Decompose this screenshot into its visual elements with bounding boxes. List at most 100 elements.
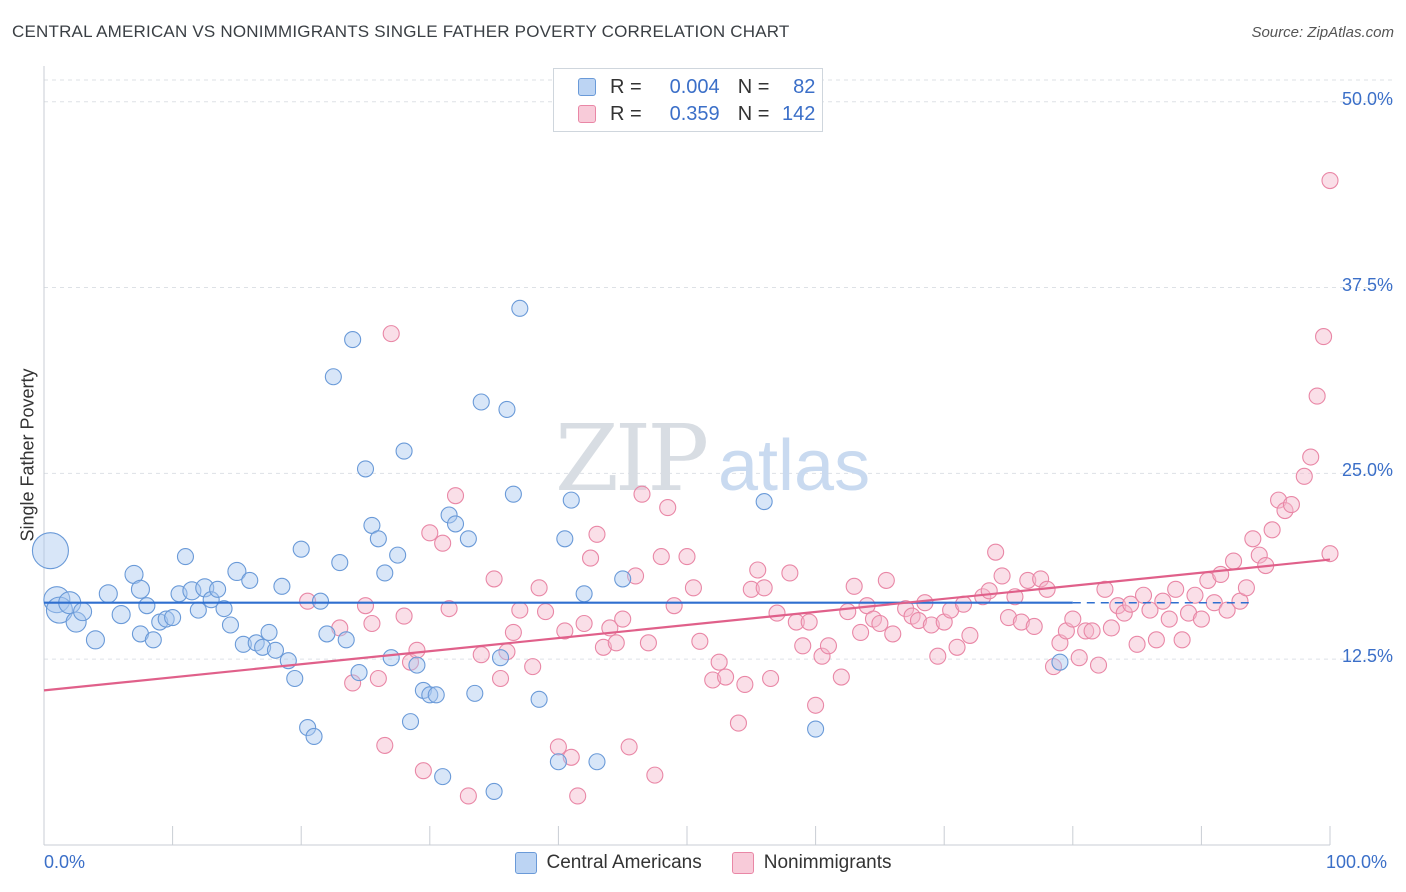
nonimmigrants-point <box>1186 586 1204 604</box>
central-americans-point <box>511 299 529 317</box>
nonimmigrants-point <box>800 613 818 631</box>
central-americans-point <box>130 579 150 599</box>
nonimmigrants-point <box>839 603 857 621</box>
nonimmigrants-point <box>530 579 548 597</box>
nonimmigrants-point <box>1128 635 1146 653</box>
central-americans-point <box>472 393 490 411</box>
y-tick-label: 12.5% <box>1341 646 1393 667</box>
central-americans-point <box>549 753 567 771</box>
nonimmigrants-point <box>1083 622 1101 640</box>
central-americans-point <box>459 530 477 548</box>
central-americans-point <box>588 753 606 771</box>
legend-row-central-americans: R = 0.004 N = 82 <box>578 74 815 100</box>
nonimmigrants-point <box>1225 552 1243 570</box>
nonimmigrants-point <box>344 674 362 692</box>
nonimmigrants-point <box>884 625 902 643</box>
central-americans-point <box>85 630 105 650</box>
legend-swatch-pink <box>731 852 754 874</box>
nonimmigrants-point <box>1032 570 1050 588</box>
legend-swatch-blue <box>514 852 537 874</box>
central-americans-point <box>227 561 247 582</box>
nonimmigrants-point <box>1321 545 1339 563</box>
central-americans-point <box>498 400 516 418</box>
nonimmigrants-point <box>356 597 375 615</box>
nonimmigrants-point <box>459 787 477 805</box>
nonimmigrants-point <box>954 595 973 613</box>
nonimmigrants-point <box>408 641 426 659</box>
central-americans-point <box>176 548 195 566</box>
watermark-zip: ZIP <box>555 405 706 512</box>
nonimmigrants-point <box>1122 595 1140 613</box>
nonimmigrants-point <box>1096 580 1114 598</box>
nonimmigrants-point <box>1025 617 1043 636</box>
nonimmigrants-point <box>536 603 555 621</box>
nonimmigrants-point <box>1212 565 1230 584</box>
legend-swatch-blue <box>578 78 596 96</box>
legend-row-nonimmigrants: R = 0.359 N = 142 <box>578 101 815 127</box>
nonimmigrants-point <box>742 580 760 598</box>
series-legend: Central Americans Nonimmigrants <box>0 852 1406 874</box>
central-americans-point <box>318 625 336 643</box>
nonimmigrants-point <box>440 600 458 618</box>
nonimmigrants-point <box>1115 604 1133 622</box>
central-americans-point <box>491 649 510 667</box>
central-americans-point <box>1051 653 1069 671</box>
nonimmigrants-point <box>575 614 593 633</box>
central-americans-point <box>234 635 252 653</box>
central-americans-point <box>562 491 580 509</box>
axes <box>43 66 1331 846</box>
nonimmigrants-point <box>414 762 432 780</box>
central-americans-point <box>98 584 118 604</box>
central-americans-point <box>254 638 272 656</box>
central-americans-point <box>376 564 394 582</box>
nonimmigrants-point <box>1147 631 1165 649</box>
nonimmigrants-point <box>762 669 780 688</box>
nonimmigrants-point <box>1263 521 1281 539</box>
central-americans-point <box>556 530 574 548</box>
source-label: Source: ZipAtlas.com <box>1251 24 1394 41</box>
chart-title: CENTRAL AMERICAN VS NONIMMIGRANTS SINGLE… <box>12 22 790 41</box>
nonimmigrants-point <box>845 577 863 595</box>
nonimmigrants-point <box>1295 467 1313 485</box>
central-americans-point <box>292 540 310 558</box>
nonimmigrants-point <box>1237 579 1255 597</box>
central-americans-point <box>31 532 69 570</box>
nonimmigrants-point <box>1064 610 1082 628</box>
nonimmigrants-point <box>569 787 587 805</box>
trendlines <box>43 558 1331 692</box>
central-americans-point <box>189 601 207 619</box>
nonimmigrants-point <box>485 570 503 588</box>
x-tick-label-min: 0.0% <box>44 852 86 872</box>
nonimmigrants-point <box>749 561 767 579</box>
central-americans-point <box>209 580 227 598</box>
central-americans-point <box>273 577 291 595</box>
central-americans-point <box>344 331 362 349</box>
legend-n-value: 142 <box>782 102 816 125</box>
central-americans-point <box>337 631 355 649</box>
nonimmigrants-point <box>1154 592 1172 610</box>
nonimmigrants-point <box>852 623 870 641</box>
nonimmigrants-point <box>665 597 683 615</box>
nonimmigrants-point <box>614 610 632 628</box>
central-americans-point <box>144 631 162 649</box>
nonimmigrants-point <box>871 614 889 633</box>
nonimmigrants-point <box>736 675 754 694</box>
nonimmigrants-point <box>1250 546 1268 564</box>
nonimmigrants-point <box>819 637 838 655</box>
nonimmigrants-point <box>581 549 600 567</box>
nonimmigrants-point <box>1173 631 1191 649</box>
central-americans-point <box>73 602 93 622</box>
nonimmigrants-point <box>1270 491 1288 509</box>
central-americans-point <box>138 597 156 615</box>
y-axis-label: Single Father Poverty <box>17 368 38 542</box>
nonimmigrants-point <box>562 748 580 766</box>
nonimmigrants-point <box>704 671 722 689</box>
central-americans-point <box>350 664 368 682</box>
central-americans-point <box>401 713 420 731</box>
nonimmigrants-point <box>948 638 966 656</box>
central-americans-point <box>356 460 375 478</box>
legend-swatch-pink <box>578 105 596 123</box>
central-americans-point <box>111 605 131 625</box>
central-americans-point <box>614 570 632 588</box>
central-americans-point <box>755 493 773 511</box>
